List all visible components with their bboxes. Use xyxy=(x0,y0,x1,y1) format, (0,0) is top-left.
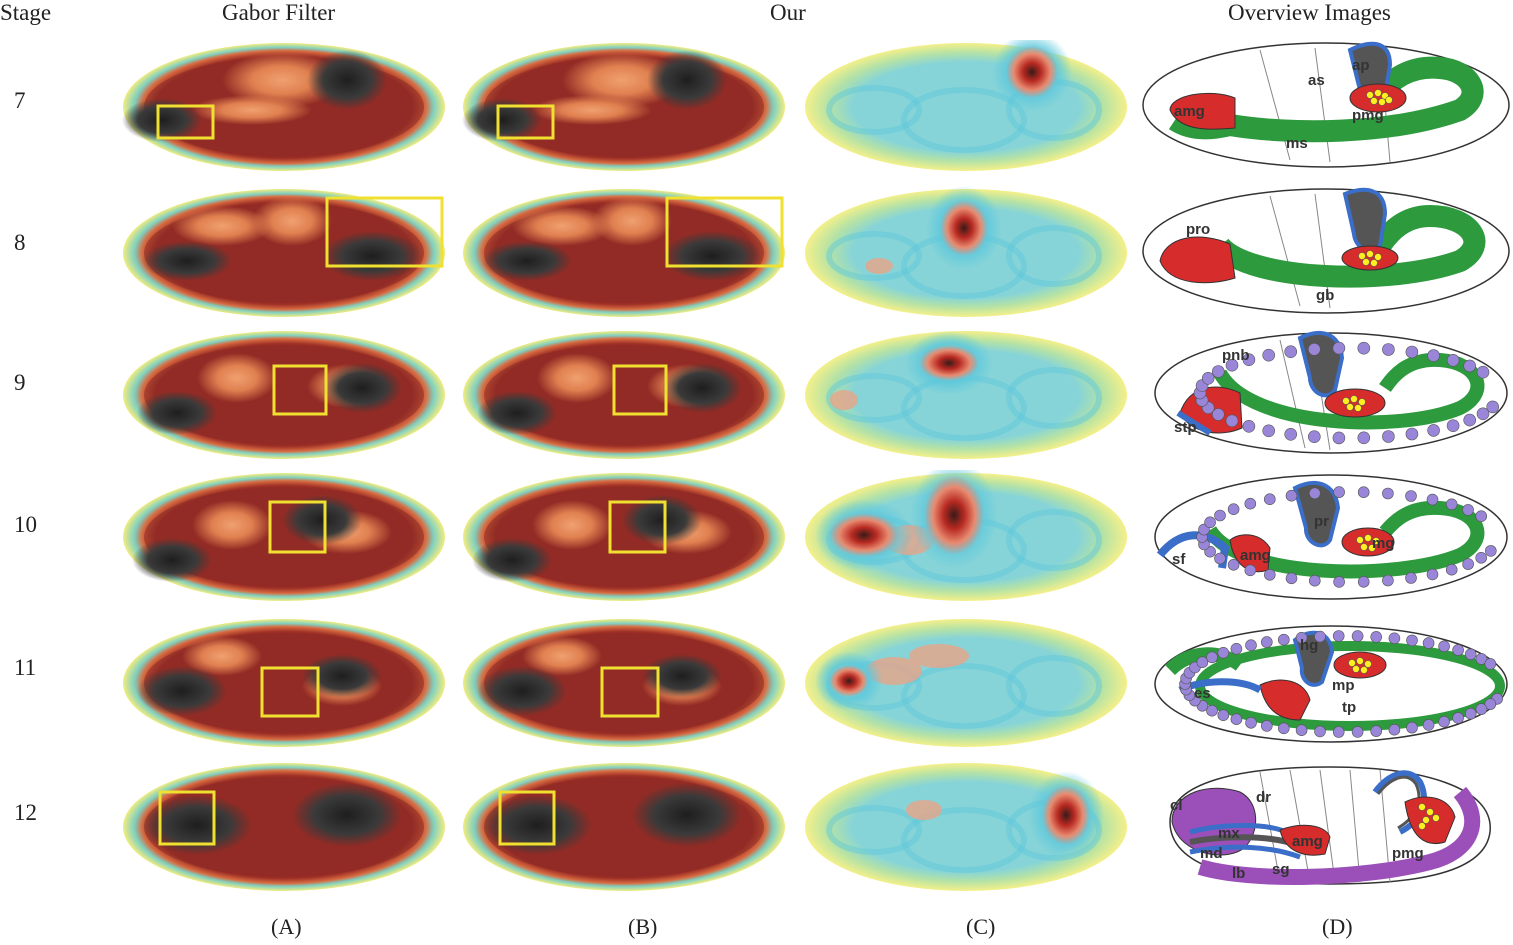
heatmap-a-stage-12 xyxy=(122,760,447,895)
heatmap-a-stage-11 xyxy=(122,616,447,751)
our-map-stage-8 xyxy=(804,186,1129,321)
ov-label-es: es xyxy=(1194,685,1211,702)
heatmap-b-stage-10 xyxy=(462,470,787,605)
our-map-stage-11 xyxy=(804,616,1129,751)
ov-label-md: md xyxy=(1200,845,1223,862)
heatmap-svg xyxy=(122,43,445,171)
our-map-svg xyxy=(805,40,1127,171)
heatmap-svg xyxy=(123,189,445,317)
ov-label-pmg: pmg xyxy=(1352,107,1384,124)
our-map-svg xyxy=(805,763,1127,891)
heatmap-svg xyxy=(123,473,445,601)
heatmap-svg xyxy=(123,619,445,747)
our-map-stage-9 xyxy=(804,328,1129,463)
highlight-box xyxy=(496,104,555,140)
heatmap-svg xyxy=(463,763,785,891)
ov-label-lb: lb xyxy=(1232,865,1245,882)
heatmap-svg xyxy=(463,189,785,317)
ov-label-dr: dr xyxy=(1256,789,1271,806)
highlight-box xyxy=(608,500,667,554)
heatmap-svg xyxy=(462,43,785,171)
caption-b: (B) xyxy=(628,914,658,939)
overview-image-stage-9: pnb stp xyxy=(1150,328,1512,458)
stage-label-11: 11 xyxy=(14,655,37,680)
overview-image-stage-10: pr sf amg mg xyxy=(1150,470,1512,605)
ov-label-mx: mx xyxy=(1218,825,1240,842)
caption-d: (D) xyxy=(1322,914,1353,939)
highlight-box xyxy=(156,104,215,140)
ov-label-amg: amg xyxy=(1174,103,1205,120)
ov-label-sf: sf xyxy=(1172,551,1186,568)
overview-image-stage-8: pro gb xyxy=(1140,186,1512,316)
ov-label-cl: cl xyxy=(1170,797,1183,814)
stage-label-7: 7 xyxy=(14,88,26,113)
overview-image-stage-12: cl dr mx md amg pmg lb sg xyxy=(1160,762,1500,892)
our-map-svg xyxy=(805,186,1127,317)
ov-label-amg-10: amg xyxy=(1240,547,1271,564)
heatmap-a-stage-10 xyxy=(122,470,447,605)
our-map-stage-7 xyxy=(804,40,1129,175)
overview-image-stage-7: as ap amg pmg ms xyxy=(1140,40,1512,170)
caption-c: (C) xyxy=(966,914,996,939)
heatmap-a-stage-8 xyxy=(122,186,447,321)
ov-label-amg-12: amg xyxy=(1292,833,1323,850)
heatmap-b-stage-8 xyxy=(462,186,787,321)
our-map-svg xyxy=(805,619,1127,747)
highlight-box xyxy=(158,790,216,846)
ov-label-ms: ms xyxy=(1286,135,1308,152)
highlight-box xyxy=(665,196,784,268)
ov-label-hg: hg xyxy=(1300,637,1318,654)
heatmap-b-stage-7 xyxy=(462,40,787,175)
heatmap-a-stage-9 xyxy=(122,328,447,463)
heatmap-b-stage-11 xyxy=(462,616,787,751)
our-map-svg xyxy=(805,470,1127,601)
ov-label-tp: tp xyxy=(1342,699,1356,716)
ov-label-as: as xyxy=(1308,72,1325,89)
ov-label-mp: mp xyxy=(1332,677,1355,694)
stage-label-9: 9 xyxy=(14,370,26,395)
heatmap-svg xyxy=(123,763,445,891)
ov-label-sg: sg xyxy=(1272,861,1290,878)
ov-label-pr: pr xyxy=(1314,513,1329,530)
ov-label-stp: stp xyxy=(1174,419,1197,436)
highlight-box xyxy=(612,364,668,416)
highlight-box xyxy=(268,500,327,554)
ov-label-mg: mg xyxy=(1372,535,1395,552)
stage-label-8: 8 xyxy=(14,230,26,255)
caption-a: (A) xyxy=(271,914,302,939)
our-map-stage-10 xyxy=(804,470,1129,605)
heatmap-a-stage-7 xyxy=(122,40,447,175)
heatmap-svg xyxy=(463,473,785,601)
ov-label-pnb: pnb xyxy=(1222,347,1250,364)
heatmap-b-stage-12 xyxy=(462,760,787,895)
heatmap-b-stage-9 xyxy=(462,328,787,463)
heatmap-svg xyxy=(463,619,785,747)
ov-label-pmg-12: pmg xyxy=(1392,845,1424,862)
ov-label-gb: gb xyxy=(1316,287,1334,304)
highlight-box xyxy=(272,364,328,416)
stage-label-12: 12 xyxy=(14,800,37,825)
gabor-filter-header: Gabor Filter xyxy=(222,0,336,25)
ov-label-ap: ap xyxy=(1352,57,1370,74)
our-header: Our xyxy=(770,0,806,25)
our-map-svg xyxy=(805,331,1127,459)
stage-header: Stage xyxy=(0,0,52,25)
our-map-stage-12 xyxy=(804,760,1129,895)
highlight-box xyxy=(600,666,660,718)
heatmap-svg xyxy=(123,331,445,459)
highlight-box xyxy=(325,196,444,268)
heatmap-svg xyxy=(463,331,785,459)
ov-label-pro: pro xyxy=(1186,221,1210,238)
overview-image-stage-11: hg mp es tp xyxy=(1150,620,1512,750)
highlight-box xyxy=(498,790,556,846)
overview-images-header: Overview Images xyxy=(1228,0,1391,25)
highlight-box xyxy=(260,666,320,718)
stage-label-10: 10 xyxy=(14,512,37,537)
